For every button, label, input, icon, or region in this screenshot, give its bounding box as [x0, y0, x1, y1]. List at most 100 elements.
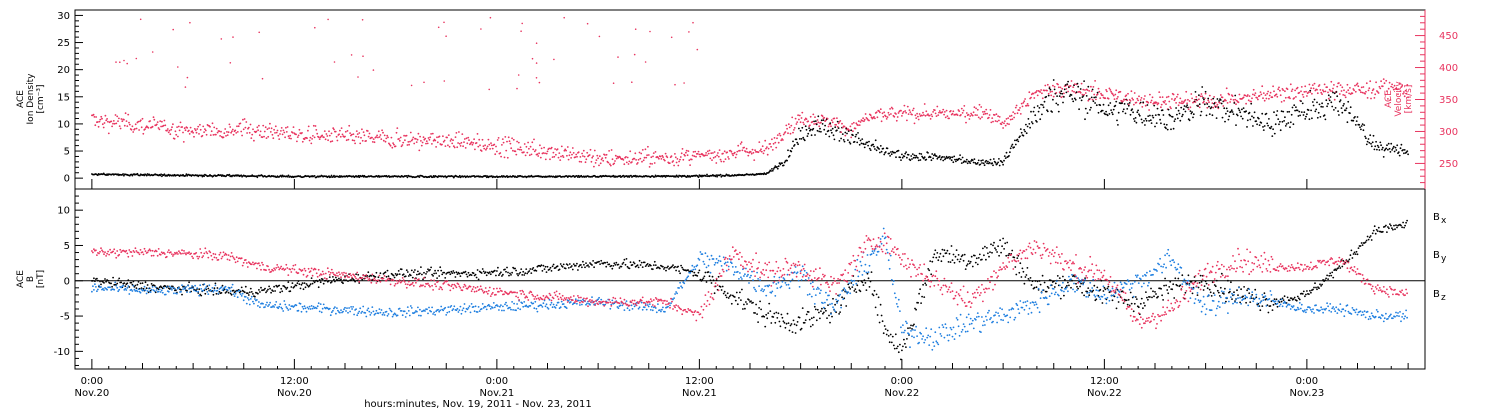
density-dot	[1315, 108, 1318, 111]
bundefined-dot	[541, 270, 544, 272]
bundefined-dot	[1027, 278, 1030, 280]
bundefined-dot	[1184, 291, 1187, 294]
density-dot	[1330, 101, 1333, 104]
bundefined-dot	[230, 286, 233, 289]
density-dot	[1373, 148, 1376, 151]
density-dot	[1047, 94, 1050, 97]
bundefined-dot	[377, 312, 380, 315]
bundefined-dot	[976, 263, 979, 266]
velocity-dot	[528, 147, 530, 150]
bundefined-dot	[1401, 226, 1403, 229]
velocity-dot	[447, 144, 449, 147]
density-dot	[913, 154, 916, 157]
velocity-dot	[1084, 89, 1086, 91]
velocity-dot	[1347, 89, 1350, 92]
density-dot	[1279, 129, 1282, 132]
density-dot	[779, 163, 782, 166]
density-dot	[901, 153, 903, 156]
velocity-dot	[1155, 101, 1158, 104]
density-dot	[1290, 113, 1293, 116]
velocity-dot	[335, 135, 338, 138]
velocity-dot	[360, 136, 362, 139]
density-dot	[1123, 103, 1126, 105]
density-dot	[809, 128, 812, 131]
bundefined-dot	[266, 301, 268, 304]
bundefined-dot	[332, 276, 334, 278]
velocity-dot	[578, 160, 581, 163]
density-dot	[1295, 106, 1297, 108]
velocity-dot	[1094, 80, 1096, 82]
density-dot	[1052, 79, 1055, 81]
bundefined-dot	[1019, 262, 1022, 265]
velocity-dot	[1198, 98, 1200, 101]
bundefined-dot	[295, 284, 298, 287]
velocity-dot	[1178, 101, 1181, 104]
density-dot	[823, 128, 826, 131]
velocity-dot	[852, 121, 855, 124]
bundefined-dot	[957, 254, 960, 256]
density-dot	[935, 155, 938, 158]
density-dot	[1331, 105, 1334, 108]
bundefined-dot	[1390, 224, 1392, 227]
velocity-dot	[746, 151, 749, 154]
velocity-dot	[312, 124, 315, 127]
density-dot	[1242, 107, 1245, 109]
bundefined-dot	[884, 328, 887, 330]
density-dot	[313, 175, 316, 177]
velocity-dot	[182, 141, 185, 143]
bundefined-dot	[890, 341, 893, 344]
bundefined-dot	[542, 302, 545, 305]
density-dot	[1109, 102, 1112, 104]
velocity-dot	[149, 120, 152, 122]
bundefined-dot	[1275, 298, 1278, 301]
density-dot	[1176, 117, 1179, 120]
density-dot	[1133, 120, 1136, 122]
bundefined-dot	[614, 264, 617, 266]
bundefined-dot	[380, 309, 383, 311]
velocity-dot	[1165, 103, 1167, 105]
velocity-dot	[527, 141, 529, 144]
velocity-dot	[763, 149, 766, 152]
bundefined-dot	[279, 291, 282, 294]
bundefined-dot	[427, 312, 429, 315]
bundefined-dot	[400, 310, 403, 312]
density-dot	[1131, 108, 1134, 110]
bundefined-dot	[146, 284, 149, 286]
bundefined-dot	[115, 284, 118, 287]
bundefined-dot	[1033, 286, 1036, 289]
velocity-dot	[171, 126, 173, 129]
bundefined-dot	[97, 279, 99, 282]
velocity-dot	[1090, 85, 1092, 88]
velocity-dot	[706, 154, 708, 157]
bundefined-dot	[700, 280, 703, 282]
bundefined-dot	[109, 286, 111, 289]
velocity-outlier-dot	[258, 31, 261, 34]
density-dot	[884, 151, 887, 153]
bundefined-dot	[230, 293, 233, 296]
velocity-dot	[1291, 88, 1294, 91]
velocity-dot	[1090, 90, 1093, 92]
density-dot	[1352, 119, 1355, 122]
bundefined-dot	[793, 323, 796, 326]
bundefined-dot	[252, 293, 254, 295]
velocity-dot	[553, 155, 556, 158]
velocity-dot	[531, 141, 534, 144]
bundefined-dot	[1381, 230, 1384, 233]
velocity-dot	[914, 114, 917, 117]
bundefined-dot	[534, 300, 537, 303]
density-dot	[1329, 96, 1332, 98]
density-dot	[1181, 115, 1183, 118]
bundefined-dot	[1306, 290, 1308, 292]
velocity-dot	[1338, 82, 1340, 84]
velocity-dot	[169, 133, 172, 136]
velocity-dot	[732, 154, 734, 157]
velocity-dot	[186, 127, 189, 129]
density-dot	[907, 153, 910, 156]
velocity-dot	[1349, 87, 1351, 89]
velocity-dot	[1311, 84, 1314, 86]
velocity-dot	[1316, 88, 1318, 91]
bundefined-dot	[891, 335, 894, 338]
bundefined-dot	[574, 264, 577, 267]
bundefined-dot	[106, 288, 108, 291]
velocity-dot	[1052, 95, 1055, 98]
